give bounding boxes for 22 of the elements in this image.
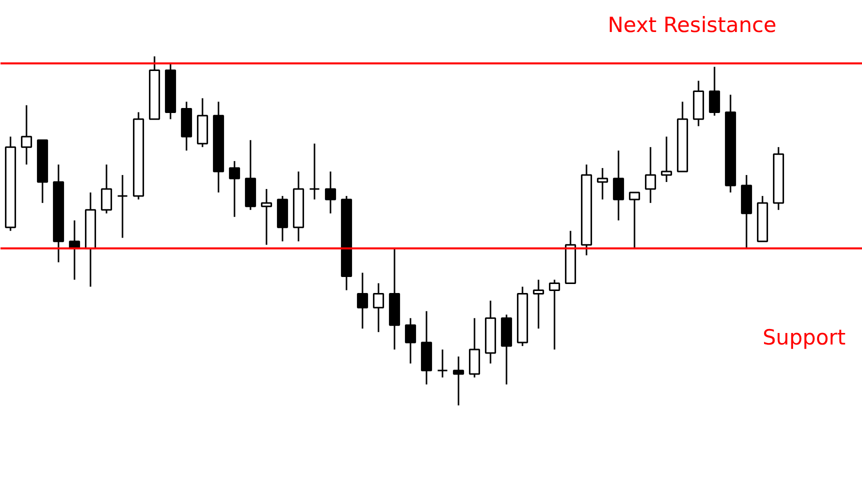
candlestick [644,146,656,204]
candlestick [116,174,128,239]
candlestick [532,278,544,330]
candlestick [404,317,416,364]
candlestick [436,348,448,378]
candlestick [708,66,720,116]
candlestick [612,150,624,222]
candlestick [100,164,112,214]
candlestick [228,160,240,218]
candlestick [260,188,272,246]
candlestick [452,356,464,406]
candlestick [548,278,560,350]
candlestick [628,192,640,250]
candlestick [356,272,368,330]
ref-line-label: Support [762,325,846,350]
candlestick [372,282,384,333]
candlestick [596,167,608,200]
candlestick [324,170,336,214]
candlestick [308,142,320,200]
candlestick [660,136,672,183]
candlestick [20,104,32,166]
ref-line-label: Next Resistance [608,12,776,37]
